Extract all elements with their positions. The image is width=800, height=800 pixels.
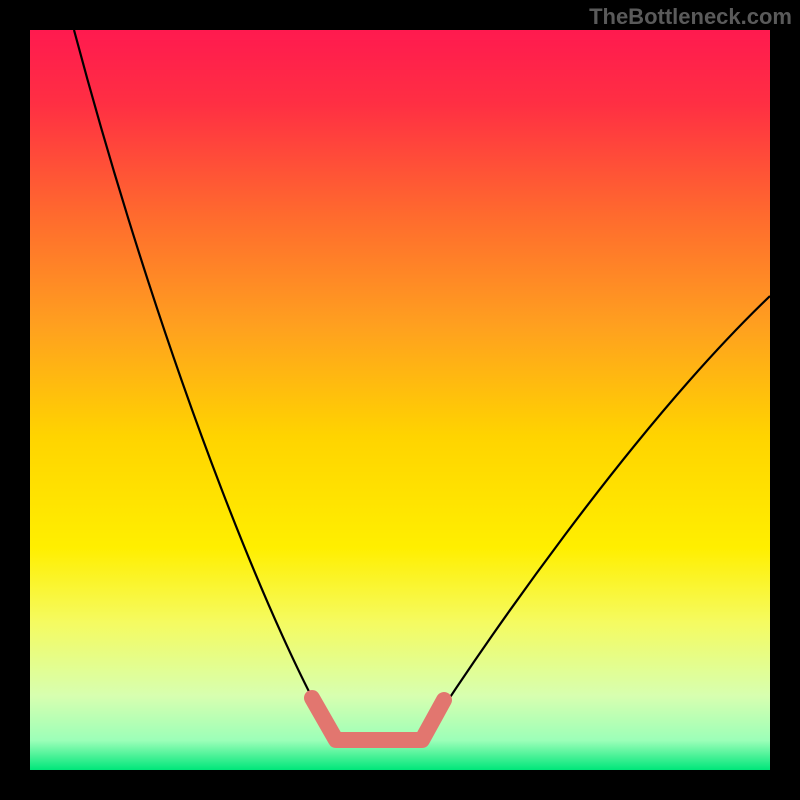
plot-svg xyxy=(30,30,770,770)
bottleneck-plot xyxy=(30,30,770,770)
gradient-background xyxy=(30,30,770,770)
watermark-text: TheBottleneck.com xyxy=(589,4,792,30)
chart-container: TheBottleneck.com xyxy=(0,0,800,800)
